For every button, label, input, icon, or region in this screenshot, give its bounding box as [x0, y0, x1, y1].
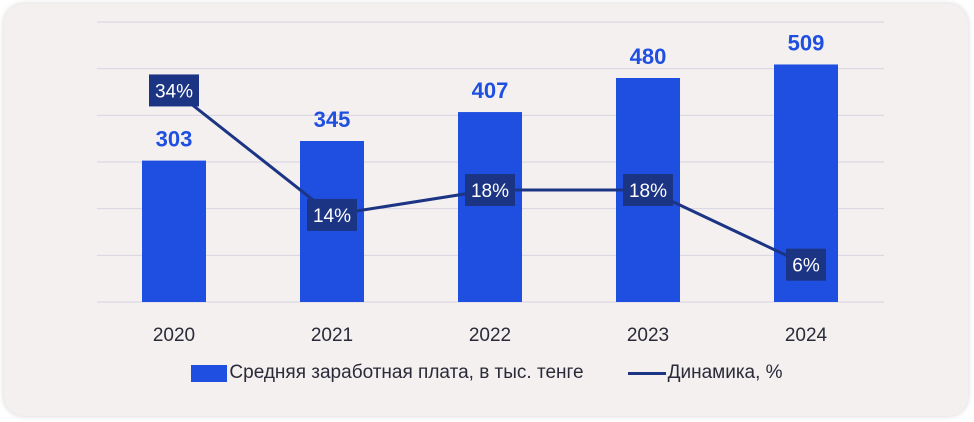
line-point-2022: [465, 174, 515, 206]
legend-item-salary: Средняя заработная плата, в тыс. тенге: [191, 362, 584, 384]
line-value-label: 14%: [313, 206, 351, 227]
x-tick-label: 2021: [311, 325, 353, 346]
line-value-label: 6%: [792, 256, 820, 277]
x-tick-label: 2024: [785, 325, 828, 346]
bar-value-label: 303: [156, 127, 193, 152]
legend-item-dynamics: Динамика, %: [627, 362, 783, 384]
line-value-label: 18%: [471, 181, 509, 202]
x-tick-label: 2022: [469, 325, 511, 346]
x-tick-label: 2020: [153, 325, 195, 346]
bar-2022: [458, 112, 522, 302]
chart-legend: Средняя заработная плата, в тыс. тенге Д…: [0, 362, 974, 384]
legend-swatch-line: [627, 371, 666, 375]
bar-value-label: 407: [472, 78, 509, 103]
legend-label-salary: Средняя заработная плата, в тыс. тенге: [229, 362, 584, 383]
bar-2020: [142, 160, 206, 302]
bar-value-label: 509: [788, 30, 825, 55]
bar-value-label: 345: [314, 107, 351, 132]
line-value-label: 18%: [629, 181, 667, 202]
x-tick-label: 2023: [627, 325, 669, 346]
line-value-label: 34%: [155, 81, 193, 102]
line-point-2020: [149, 74, 199, 107]
bar-value-label: 480: [630, 44, 667, 69]
line-point-2023: [623, 174, 673, 206]
legend-swatch-bar: [191, 364, 228, 382]
legend-label-dynamics: Динамика, %: [667, 362, 783, 383]
line-point-2024: [786, 248, 826, 281]
line-point-2021: [307, 198, 357, 231]
